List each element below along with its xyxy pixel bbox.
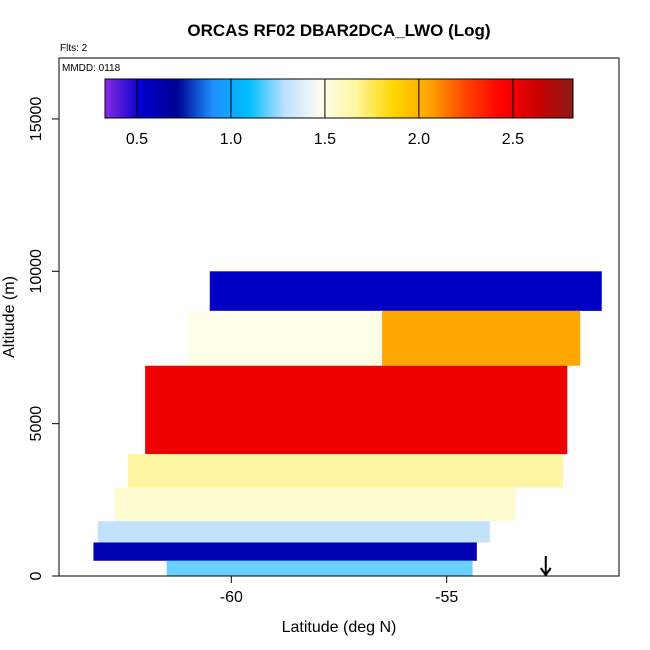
heatmap-band-0 xyxy=(209,271,602,311)
y-tick-label: 10000 xyxy=(28,249,45,294)
heatmap-band-4 xyxy=(127,454,563,488)
colorbar-tick-label: 2.0 xyxy=(408,131,430,148)
plot-area xyxy=(93,271,602,576)
plot-frame xyxy=(58,57,620,577)
mmdd-note: MMDD: 0118 xyxy=(62,63,121,74)
y-tick-label: 0 xyxy=(28,571,45,580)
latitude-marker-arrowhead xyxy=(539,567,552,577)
y-axis-label: Altitude (m) xyxy=(1,276,18,358)
colorbar: 0.5 1.0 1.5 2.0 2.5 xyxy=(104,78,574,148)
chart-title: ORCAS RF02 DBAR2DCA_LWO (Log) xyxy=(187,21,490,40)
colorbar-tick-label: 1.0 xyxy=(220,131,242,148)
heatmap-band-8 xyxy=(166,560,473,576)
colorbar-tick-label: 2.5 xyxy=(502,131,524,148)
colorbar-tick-label: 0.5 xyxy=(126,131,148,148)
colorbar-tick-label: 1.5 xyxy=(314,131,336,148)
heatmap-band-6 xyxy=(97,521,490,543)
x-tick-label: -60 xyxy=(220,589,243,606)
heatmap-band-3 xyxy=(145,365,568,455)
heatmap-band-5 xyxy=(115,487,516,522)
flts-note: Flts: 2 xyxy=(60,43,88,54)
heatmap-band-2 xyxy=(382,310,581,366)
y-tick-label: 5000 xyxy=(28,406,45,442)
y-tick-label: 15000 xyxy=(28,97,45,142)
x-axis-label: Latitude (deg N) xyxy=(282,619,397,636)
x-tick-label: -55 xyxy=(435,589,458,606)
colorbar-fill xyxy=(104,78,574,119)
axes: -60 -55 0 5000 10000 15000 xyxy=(28,97,552,606)
heatmap-band-7 xyxy=(93,542,477,561)
